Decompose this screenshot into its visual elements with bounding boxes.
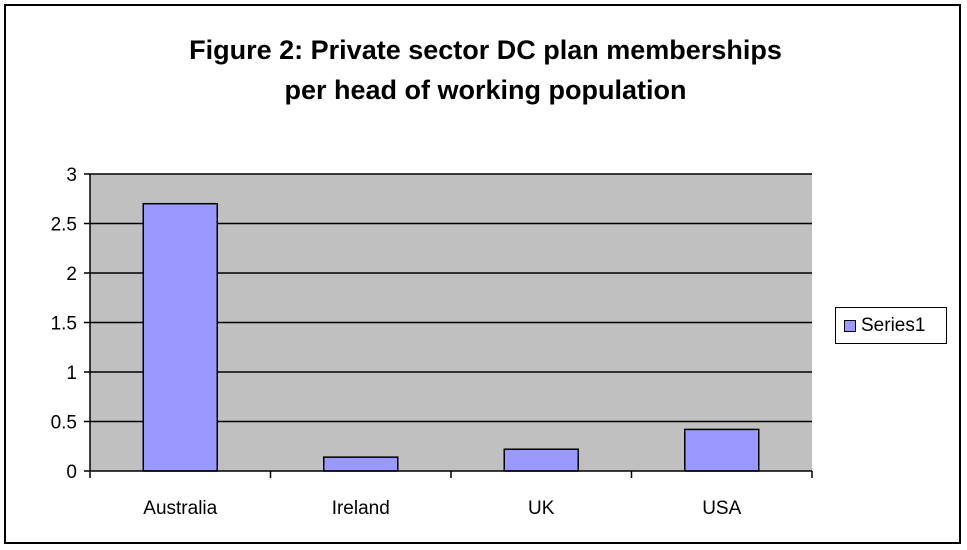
- bar-uk: [503, 448, 579, 472]
- y-tick-label-2: 1: [66, 363, 77, 384]
- chart-title-line-2: per head of working population: [284, 75, 687, 105]
- y-tick-label-6: 3: [66, 165, 77, 186]
- chart-title: Figure 2: Private sector DC plan members…: [0, 30, 967, 110]
- chart-title-line-1: Figure 2: Private sector DC plan members…: [189, 35, 782, 65]
- bar-ireland: [323, 456, 399, 472]
- bar-usa: [684, 428, 760, 472]
- x-tick-label-usa: USA: [702, 498, 741, 519]
- legend-swatch-series1: [844, 319, 856, 332]
- x-tick-label-ireland: Ireland: [332, 498, 390, 519]
- legend-label-series1: Series1: [861, 314, 926, 336]
- y-tick-label-5: 2.5: [51, 215, 77, 236]
- y-tick-label-1: 0.5: [51, 413, 77, 434]
- x-tick-label-uk: UK: [528, 498, 555, 519]
- y-tick-label-3: 1.5: [51, 314, 77, 335]
- x-tick-label-australia: Australia: [143, 498, 217, 519]
- bar-australia: [142, 202, 218, 472]
- y-tick-label-0: 0: [66, 462, 77, 483]
- y-tick-label-4: 2: [66, 264, 77, 285]
- legend: Series1: [835, 307, 947, 344]
